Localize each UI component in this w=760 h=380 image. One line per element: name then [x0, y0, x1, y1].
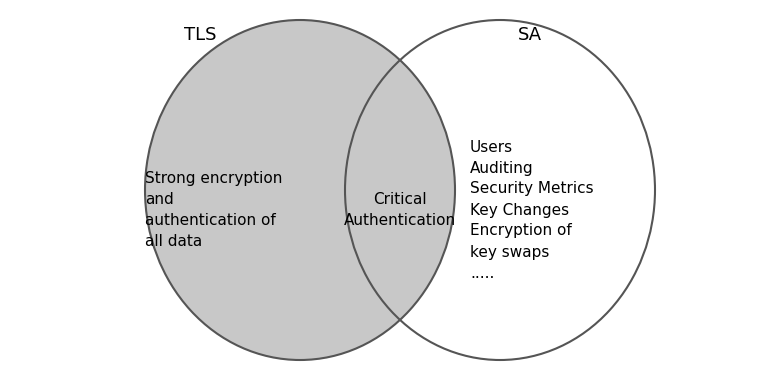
- Text: Users
Auditing
Security Metrics
Key Changes
Encryption of
key swaps
.....: Users Auditing Security Metrics Key Chan…: [470, 139, 594, 280]
- Text: Critical
Authentication: Critical Authentication: [344, 192, 456, 228]
- Text: TLS: TLS: [184, 26, 217, 44]
- Text: SA: SA: [518, 26, 542, 44]
- Ellipse shape: [145, 20, 455, 360]
- Text: Strong encryption
and
authentication of
all data: Strong encryption and authentication of …: [145, 171, 283, 249]
